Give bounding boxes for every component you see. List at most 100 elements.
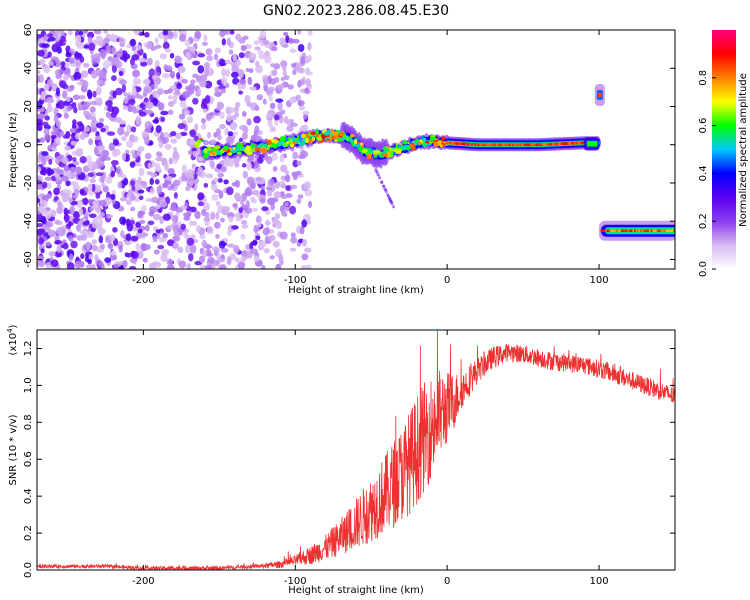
noise-blob <box>138 109 144 115</box>
noise-blob <box>246 157 253 163</box>
noise-blob <box>280 109 286 115</box>
noise-blob <box>89 106 96 113</box>
noise-blob <box>262 39 270 45</box>
noise-blob <box>183 109 191 116</box>
noise-blob <box>206 225 214 235</box>
noise-blob <box>182 212 191 217</box>
noise-blob <box>98 70 107 80</box>
noise-blob <box>170 131 177 137</box>
trace-blob <box>411 145 416 151</box>
trace-blob <box>440 136 446 141</box>
noise-blob <box>75 147 83 157</box>
colorbar-label: Normalized spectral amplitude <box>738 73 749 227</box>
noise-blob <box>221 68 226 77</box>
noise-blob <box>286 125 294 132</box>
noise-blob <box>209 112 214 117</box>
noise-blob <box>45 264 53 269</box>
noise-blob <box>189 45 196 53</box>
noise-blob <box>188 220 194 227</box>
noise-blob <box>157 244 165 250</box>
noise-blob <box>192 97 199 105</box>
noise-blob <box>229 121 238 131</box>
noise-blob <box>269 124 275 133</box>
noise-blob <box>197 65 205 74</box>
trace-blob <box>304 137 309 144</box>
noise-blob <box>287 84 294 90</box>
trace-blob <box>223 145 229 151</box>
noise-blob <box>204 264 213 269</box>
noise-blob <box>288 37 294 45</box>
noise-blob <box>270 63 276 68</box>
noise-blob <box>48 251 56 257</box>
noise-blob <box>155 151 163 157</box>
noise-blob <box>72 183 80 192</box>
trace-blob <box>402 140 408 145</box>
noise-blob <box>121 83 127 93</box>
noise-blob <box>226 186 234 196</box>
noise-blob <box>76 72 82 80</box>
noise-blob <box>110 249 117 256</box>
noise-blob <box>72 119 77 126</box>
trace-blob <box>332 130 339 136</box>
noise-blob <box>173 192 178 199</box>
trace-blob <box>323 131 330 136</box>
trace-blob <box>282 142 288 147</box>
trace-blob <box>356 142 361 148</box>
noise-blob <box>63 113 69 119</box>
noise-blob <box>296 68 304 74</box>
noise-blob <box>308 200 313 209</box>
noise-blob <box>145 244 151 250</box>
noise-blob <box>150 197 158 203</box>
noise-blob <box>105 100 113 107</box>
noise-blob <box>126 140 134 149</box>
noise-blob <box>186 263 191 269</box>
noise-blob <box>101 149 110 158</box>
noise-blob <box>194 30 202 40</box>
noise-blob <box>234 59 241 67</box>
noise-blob <box>44 115 50 121</box>
noise-blob <box>197 201 205 207</box>
trace-blob <box>422 137 427 142</box>
noise-blob <box>261 206 269 212</box>
noise-blob <box>146 57 153 66</box>
noise-blob <box>189 244 197 254</box>
noise-blob <box>184 170 192 177</box>
noise-blob <box>172 242 179 248</box>
noise-blob <box>119 123 126 128</box>
noise-blob <box>74 128 81 134</box>
noise-blob <box>183 215 191 221</box>
trace-blob <box>330 135 336 140</box>
noise-blob <box>302 124 309 131</box>
noise-blob <box>76 235 84 241</box>
noise-blob <box>279 37 286 46</box>
noise-blob <box>105 176 113 184</box>
noise-blob <box>48 60 54 66</box>
noise-blob <box>265 113 273 119</box>
noise-blob <box>53 187 60 196</box>
noise-blob <box>189 138 195 146</box>
noise-blob <box>81 198 89 205</box>
trace-blob <box>279 136 287 142</box>
noise-blob <box>41 43 50 48</box>
noise-blob <box>279 231 288 240</box>
noise-blob <box>92 90 97 98</box>
noise-blob <box>144 121 153 130</box>
noise-blob <box>39 95 46 100</box>
noise-blob <box>102 185 109 193</box>
noise-blob <box>218 85 226 90</box>
noise-blob <box>301 253 309 261</box>
noise-blob <box>203 62 211 70</box>
snr-multiplier-base: (x10 <box>8 333 19 356</box>
noise-blob <box>162 213 171 221</box>
noise-blob <box>60 35 66 43</box>
noise-blob <box>145 224 150 232</box>
noise-blob <box>37 206 43 211</box>
noise-blob <box>217 178 223 183</box>
noise-blob <box>282 70 287 77</box>
noise-blob <box>185 51 191 60</box>
noise-blob <box>205 48 213 56</box>
noise-blob <box>179 33 187 42</box>
noise-blob <box>79 55 85 63</box>
y-tick-label: -60 <box>23 251 34 267</box>
